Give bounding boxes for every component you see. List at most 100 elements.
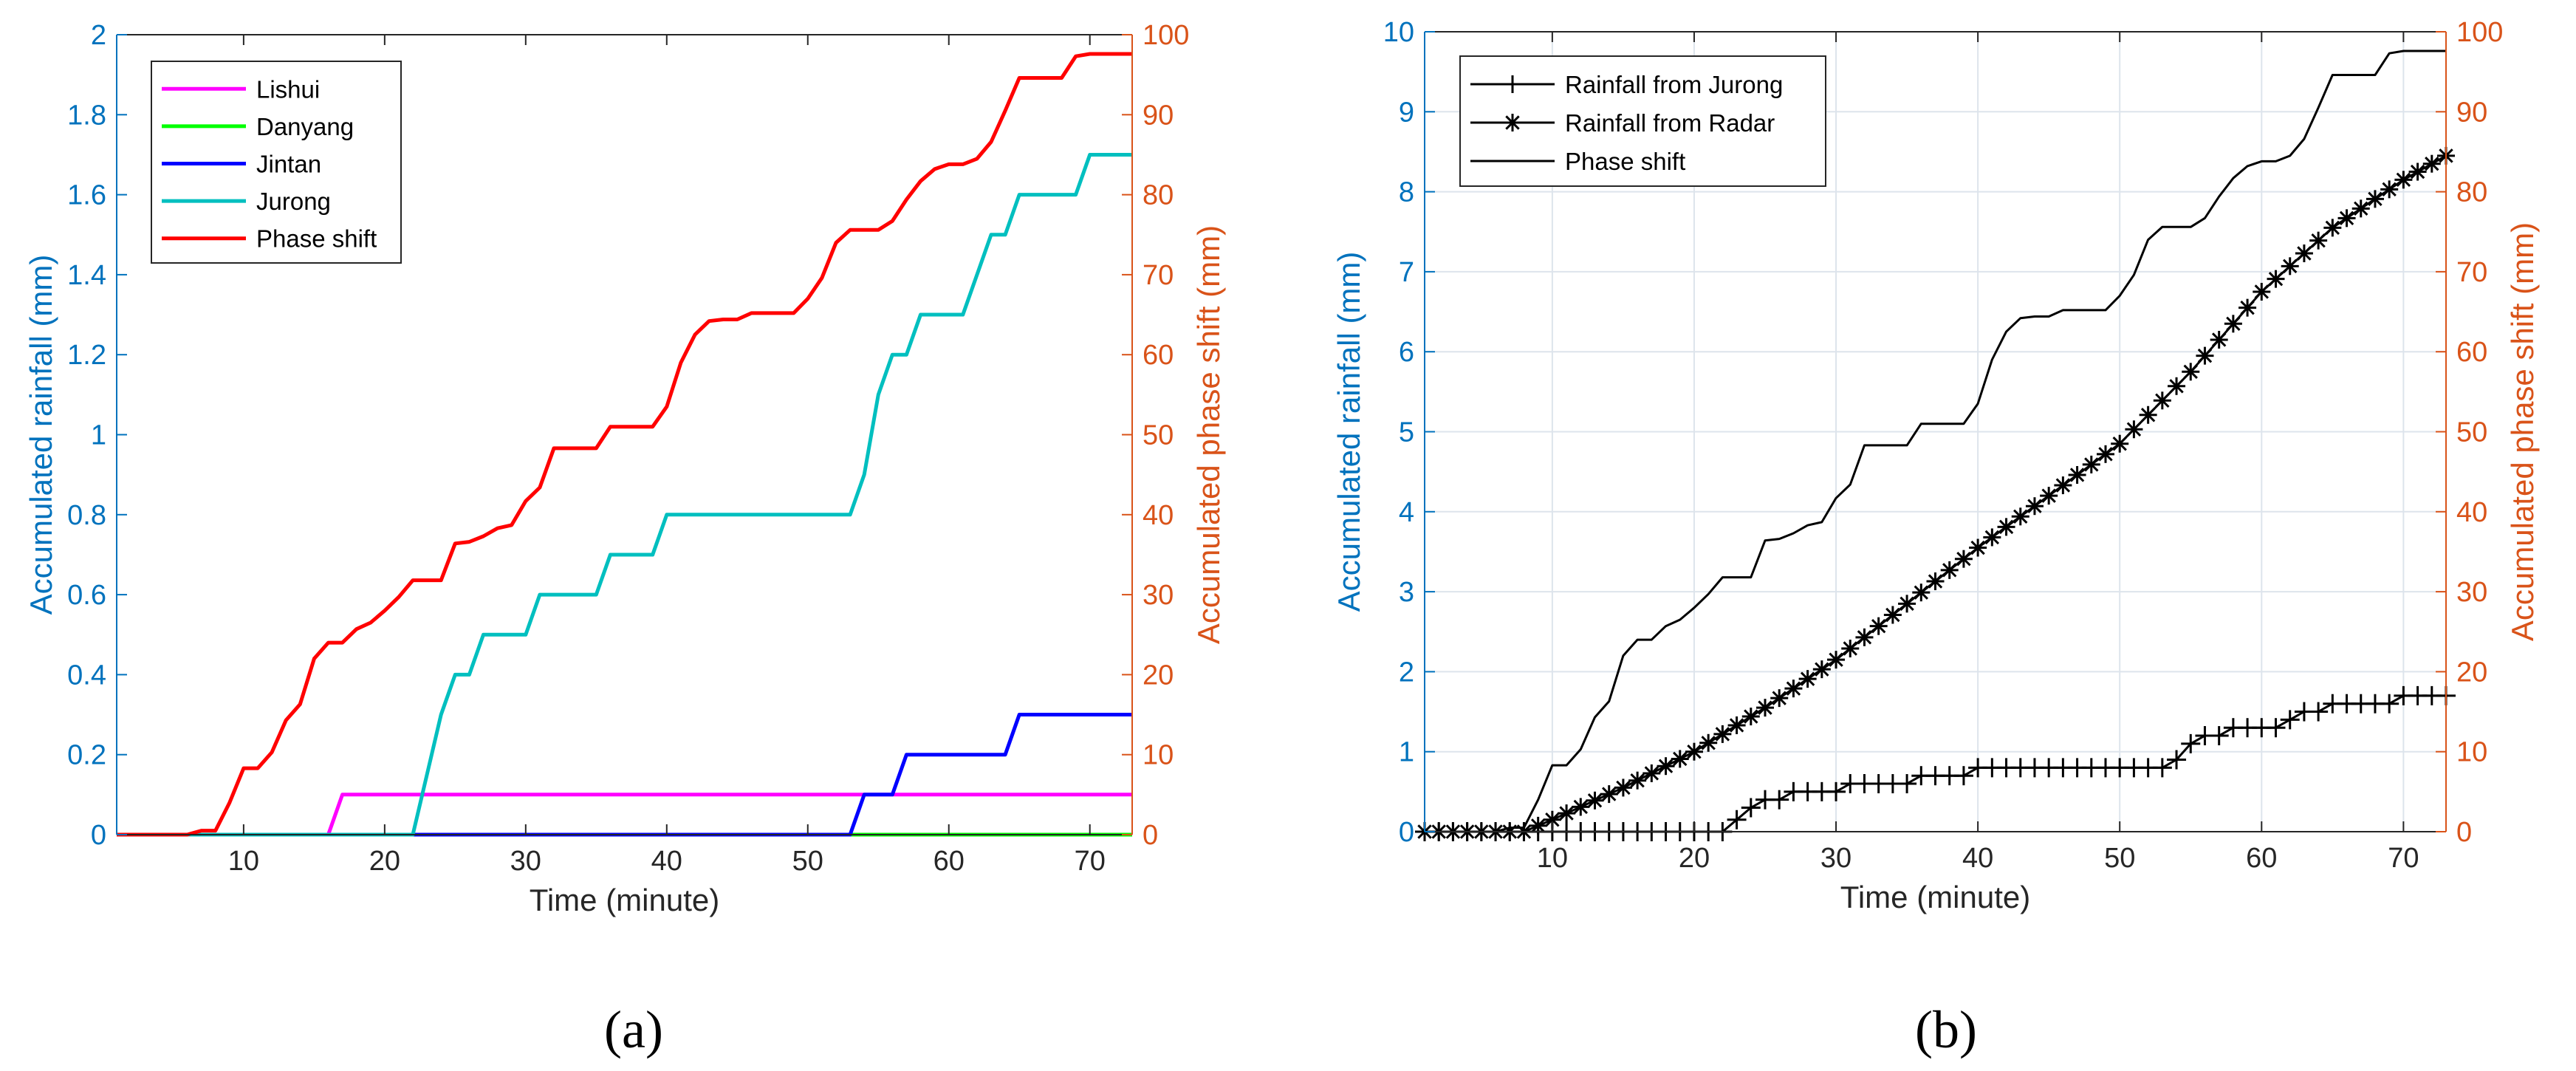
asterisk-marker <box>2196 346 2214 365</box>
marker-stroke <box>1687 744 1702 759</box>
marker-stroke <box>2339 211 2354 226</box>
asterisk-marker <box>2238 298 2257 317</box>
y-left-tick-label: 0.8 <box>67 500 106 531</box>
x-tick-label: 40 <box>651 846 682 877</box>
asterisk-marker <box>1657 757 1675 776</box>
marker-stroke <box>1630 773 1645 788</box>
marker-stroke <box>1772 691 1787 705</box>
series-line-jintan <box>117 713 1132 837</box>
y-right-tick-label: 0 <box>1143 820 1158 851</box>
marker-stroke <box>1701 736 1716 750</box>
asterisk-marker <box>2139 406 2157 424</box>
asterisk-marker <box>2267 270 2285 288</box>
asterisk-marker <box>2224 315 2242 333</box>
marker-stroke <box>2368 191 2383 207</box>
asterisk-marker <box>2111 434 2129 453</box>
asterisk-marker <box>2351 199 2370 218</box>
y-right-tick-label: 30 <box>1143 580 1174 611</box>
asterisk-marker <box>1883 606 1902 624</box>
y-axis-left-label: Accumulated rainfall (mm) <box>24 255 58 615</box>
plus-marker <box>2209 726 2229 746</box>
y-axis-right-label: Accumulated phase shift (mm) <box>2505 222 2540 641</box>
x-tick-label: 30 <box>510 846 541 877</box>
x-tick-label: 50 <box>2104 843 2135 874</box>
marker-stroke <box>1559 806 1574 821</box>
asterisk-marker <box>1912 584 1931 602</box>
y-left-tick-label: 2 <box>1399 657 1414 688</box>
asterisk-marker <box>2011 507 2029 526</box>
plus-marker <box>1953 766 1973 786</box>
legend-box <box>1459 55 1826 187</box>
asterisk-marker <box>2210 330 2228 349</box>
asterisk-marker <box>2125 420 2143 439</box>
x-tick-label: 30 <box>1820 843 1852 874</box>
marker-stroke <box>2197 348 2213 363</box>
asterisk-marker <box>1812 660 1831 679</box>
plus-marker <box>2266 718 2286 738</box>
asterisk-marker <box>1827 651 1846 669</box>
y-right-tick-label: 10 <box>2456 737 2487 768</box>
asterisk-marker <box>1529 816 1547 835</box>
x-tick-label: 10 <box>228 846 259 877</box>
asterisk-marker <box>2366 190 2384 208</box>
marker-stroke <box>1843 641 1857 656</box>
marker-stroke <box>1673 751 1688 767</box>
marker-stroke <box>2126 422 2142 437</box>
asterisk-marker <box>1784 680 1803 698</box>
asterisk-marker <box>1741 708 1760 726</box>
asterisk-marker <box>1798 670 1817 688</box>
marker-stroke <box>1715 727 1730 742</box>
y-left-tick-label: 7 <box>1399 257 1414 288</box>
plus-marker <box>1826 781 1846 801</box>
asterisk-marker <box>2380 180 2399 199</box>
marker-stroke <box>1815 662 1829 677</box>
plus-marker <box>1770 790 1789 810</box>
marker-stroke <box>2211 332 2227 347</box>
asterisk-marker <box>2323 219 2342 237</box>
asterisk-marker <box>1855 628 1874 646</box>
marker-stroke <box>2155 393 2170 408</box>
asterisk-marker <box>1713 725 1732 743</box>
y-left-tick-label: 8 <box>1399 177 1414 208</box>
marker-stroke <box>1970 540 1985 555</box>
asterisk-marker <box>2337 209 2356 227</box>
series-line-jurong <box>117 153 1132 837</box>
x-tick-label: 10 <box>1537 843 1568 874</box>
asterisk-marker <box>1954 550 1973 568</box>
asterisk-marker <box>2295 244 2313 262</box>
y-right-tick-label: 80 <box>2456 177 2487 208</box>
y-left-tick-label: 5 <box>1399 417 1414 448</box>
panel-label: (b) <box>1915 1000 1977 1059</box>
asterisk-marker <box>2253 282 2271 301</box>
y-right-tick-label: 40 <box>2456 497 2487 528</box>
marker-stroke <box>2410 164 2425 179</box>
marker-stroke <box>2240 300 2255 315</box>
asterisk-marker <box>1969 538 1987 557</box>
x-tick-label: 40 <box>1962 843 1993 874</box>
asterisk-marker <box>2182 363 2200 381</box>
chart-b: 10 20 30 40 50 60 7001234567891001020304050607… <box>1332 17 2540 1059</box>
marker-stroke <box>2254 284 2269 299</box>
marker-stroke <box>2425 156 2439 171</box>
y-left-tick-label: 2 <box>91 20 106 51</box>
marker-stroke <box>2268 271 2284 287</box>
marker-stroke <box>1928 574 1943 589</box>
series-line-phase-shift <box>1425 49 2446 833</box>
y-left-tick-label: 1.2 <box>67 340 106 371</box>
marker-stroke <box>1998 519 2014 535</box>
x-tick-label: 20 <box>1679 843 1710 874</box>
marker-stroke <box>2041 488 2056 503</box>
asterisk-marker <box>1642 764 1661 782</box>
asterisk-marker <box>2068 465 2086 484</box>
marker-stroke <box>1800 671 1815 686</box>
y-right-tick-label: 50 <box>2456 417 2487 448</box>
asterisk-marker <box>1756 699 1774 717</box>
y-left-tick-label: 6 <box>1399 337 1414 368</box>
asterisk-marker <box>2025 497 2044 516</box>
y-left-tick-label: 0.2 <box>67 740 106 771</box>
y-axis-right-label: Accumulated phase shift (mm) <box>1191 225 1226 644</box>
plus-marker <box>2280 710 2300 730</box>
panel-label: (a) <box>604 1000 663 1059</box>
y-right-tick-label: 50 <box>1143 420 1174 451</box>
asterisk-marker <box>1841 639 1860 657</box>
